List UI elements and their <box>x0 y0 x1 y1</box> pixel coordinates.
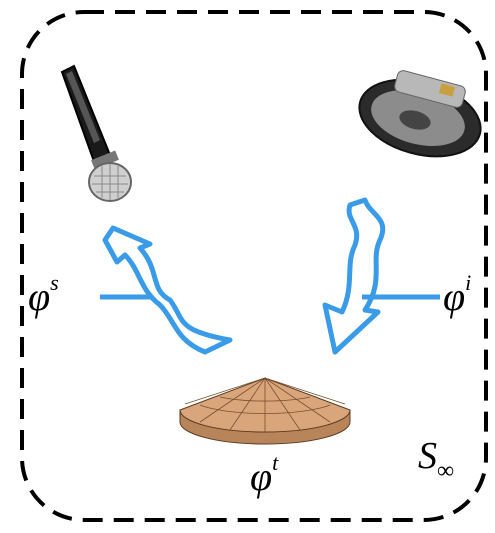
label-superscript: t <box>272 450 279 475</box>
incident-field-label: φi <box>443 270 471 319</box>
label-superscript: s <box>50 270 59 295</box>
scatterer <box>180 378 350 444</box>
label-superscript: i <box>465 270 471 295</box>
label-base: φ <box>250 454 272 499</box>
speaker <box>351 67 489 169</box>
label-subscript: ∞ <box>437 458 454 484</box>
incident-wave-arrow <box>325 200 440 352</box>
microphone <box>62 66 131 201</box>
boundary-label: S∞ <box>418 435 454 484</box>
label-base: φ <box>443 274 465 319</box>
label-base: S <box>418 435 437 477</box>
scattered-field-label: φs <box>28 270 59 319</box>
scattered-wave-arrow <box>100 228 230 352</box>
label-base: φ <box>28 274 50 319</box>
total-field-label: φt <box>250 450 279 499</box>
diagram: φs φi φt S∞ <box>0 0 495 533</box>
